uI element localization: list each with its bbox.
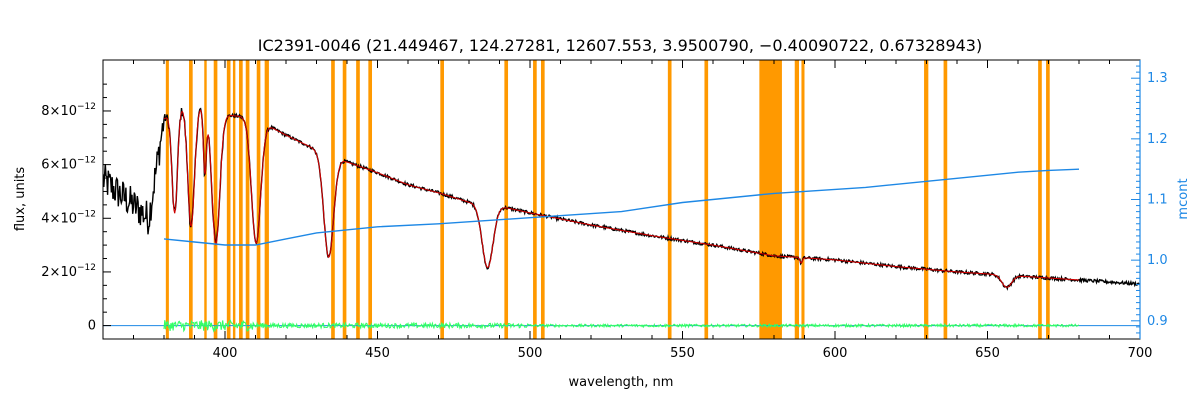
y-tick-label: 2×10−12 [41, 263, 96, 280]
x-tick-label: 550 [670, 346, 695, 361]
x-tick-label: 500 [518, 346, 543, 361]
y2-tick-label: 1.0 [1147, 253, 1168, 268]
masked-region [189, 60, 193, 339]
x-axis-label: wavelength, nm [569, 375, 674, 390]
x-tick-label: 450 [365, 346, 390, 361]
masked-region [331, 60, 335, 339]
masked-region [368, 60, 373, 339]
y-tick-label: 6×10−12 [41, 156, 96, 173]
y2-axis-label: mcont [1176, 178, 1191, 219]
masked-region [342, 60, 347, 339]
masked-region [759, 60, 782, 339]
masked-region [1046, 60, 1050, 339]
x-axis: 400 450 500 550 600 650 700 [133, 60, 1153, 361]
model-spectrum-line [163, 109, 1080, 288]
y-tick-label: 8×10−12 [41, 102, 96, 119]
masked-region [226, 60, 231, 339]
y-axis: 0 2×10−12 4×10−12 6×10−12 8×10−12 [41, 83, 111, 334]
masked-region [794, 60, 800, 339]
masked-region [533, 60, 537, 339]
masked-region [213, 60, 218, 339]
masked-region [924, 60, 929, 339]
y2-tick-label: 0.9 [1147, 314, 1168, 329]
masked-region [165, 60, 169, 339]
masked-region [356, 60, 360, 339]
y2-tick-label: 1.3 [1147, 71, 1168, 86]
masked-region [667, 60, 672, 339]
masked-region [256, 60, 261, 339]
data-series [103, 107, 1140, 333]
masked-region [264, 60, 269, 339]
x-tick-label: 700 [1128, 346, 1153, 361]
y2-tick-label: 1.2 [1147, 132, 1168, 147]
masked-region [943, 60, 948, 339]
x-tick-label: 600 [823, 346, 848, 361]
masked-region [232, 60, 236, 339]
y-tick-label: 0 [88, 319, 96, 334]
x-tick-label: 400 [213, 346, 238, 361]
masked-region [504, 60, 509, 339]
masked-region [801, 60, 805, 339]
masked-region [204, 60, 207, 339]
y-axis-label: flux, units [13, 167, 28, 232]
chart-title: IC2391-0046 (21.449467, 124.27281, 12607… [258, 36, 982, 55]
mcont-line [163, 168, 1080, 246]
masked-regions [165, 60, 1050, 339]
x-tick-label: 650 [975, 346, 1000, 361]
y-tick-label: 4×10−12 [41, 209, 96, 226]
residual-line [163, 319, 1080, 333]
y2-tick-label: 1.1 [1147, 193, 1168, 208]
y2-axis: 0.9 1.0 1.1 1.2 1.3 [1131, 60, 1168, 339]
masked-region [540, 60, 545, 339]
masked-region [440, 60, 444, 339]
masked-region [1038, 60, 1042, 339]
masked-region [245, 60, 250, 339]
masked-region [239, 60, 243, 339]
